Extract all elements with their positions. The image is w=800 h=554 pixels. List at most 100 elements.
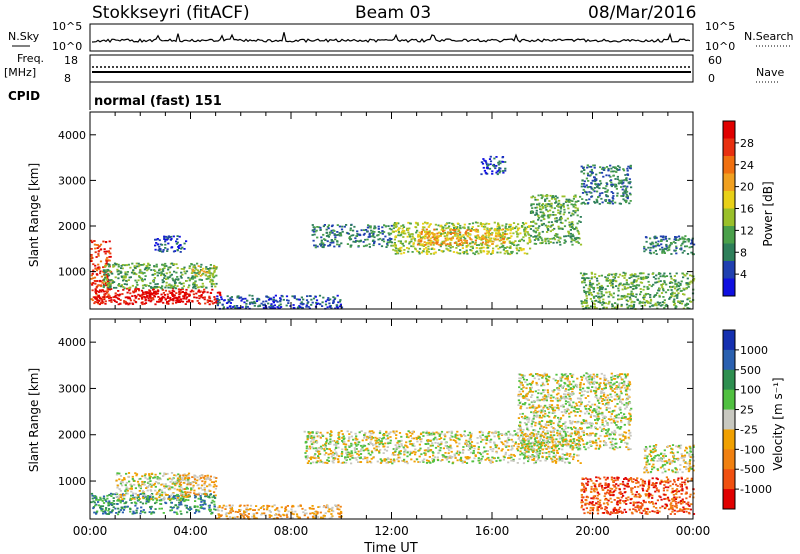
heatmap-cell <box>595 179 598 181</box>
heatmap-cell <box>567 199 570 202</box>
heatmap-cell <box>322 506 325 508</box>
heatmap-cell <box>261 506 264 509</box>
heatmap-cell <box>131 262 134 265</box>
heatmap-cell <box>559 236 562 239</box>
heatmap-cell <box>173 487 176 490</box>
heatmap-cell <box>610 170 613 173</box>
heatmap-cell <box>104 271 107 274</box>
heatmap-cell <box>486 241 489 244</box>
heatmap-cell <box>107 503 110 506</box>
heatmap-cell <box>188 279 191 282</box>
heatmap-cell <box>581 179 584 182</box>
heatmap-cell <box>350 224 353 226</box>
heatmap-cell <box>104 284 107 287</box>
heatmap-cell <box>484 236 487 239</box>
colorbar-tick-label: 12 <box>740 224 754 237</box>
heatmap-cell <box>501 156 504 159</box>
heatmap-cell <box>124 300 127 303</box>
heatmap-cell <box>618 180 621 182</box>
heatmap-cell <box>309 458 313 461</box>
heatmap-cell <box>431 431 435 434</box>
heatmap-cell <box>587 202 590 204</box>
heatmap-cell <box>617 165 620 167</box>
heatmap-cell <box>502 170 505 172</box>
heatmap-cell <box>319 303 322 306</box>
heatmap-cell <box>485 437 488 440</box>
heatmap-cell <box>554 195 557 198</box>
heatmap-cell <box>234 510 237 513</box>
heatmap-cell <box>452 251 455 253</box>
heatmap-cell <box>197 497 200 500</box>
heatmap-cell <box>326 504 329 507</box>
heatmap-cell <box>643 304 647 307</box>
heatmap-cell <box>554 233 558 235</box>
heatmap-cell <box>229 297 232 299</box>
heatmap-cell <box>583 169 586 171</box>
heatmap-cell <box>194 280 197 283</box>
heatmap-cell <box>339 234 342 236</box>
heatmap-cell <box>138 275 141 277</box>
nave-top-tick: 60 <box>708 54 722 67</box>
heatmap-cell <box>161 483 164 486</box>
heatmap-cell <box>575 227 578 230</box>
heatmap-cell <box>279 515 282 518</box>
heatmap-cell <box>115 512 118 514</box>
heatmap-cell <box>536 206 539 209</box>
heatmap-cell <box>668 245 671 248</box>
heatmap-cell <box>310 298 313 301</box>
heatmap-cell <box>317 447 320 450</box>
heatmap-cell <box>630 273 633 276</box>
heatmap-cell <box>630 276 633 279</box>
heatmap-cell <box>107 509 110 512</box>
heatmap-cell <box>130 271 134 274</box>
heatmap-cell <box>141 284 145 287</box>
heatmap-cell <box>164 473 167 475</box>
heatmap-cell <box>493 442 496 445</box>
heatmap-cell <box>106 291 109 294</box>
heatmap-cell <box>330 229 333 232</box>
heatmap-cell <box>184 474 187 477</box>
heatmap-cell <box>589 170 592 173</box>
heatmap-cell <box>367 224 370 227</box>
heatmap-cell <box>179 281 182 284</box>
heatmap-cell <box>450 457 453 460</box>
heatmap-cell <box>362 241 365 243</box>
heatmap-cell <box>693 277 696 280</box>
heatmap-cell <box>313 233 316 236</box>
heatmap-cell <box>170 235 173 238</box>
heatmap-cell <box>338 300 342 303</box>
heatmap-cell <box>558 199 561 202</box>
heatmap-cell <box>453 242 456 244</box>
heatmap-cell <box>546 226 549 229</box>
heatmap-cell <box>386 239 390 241</box>
heatmap-cell <box>161 272 164 275</box>
heatmap-cell <box>159 478 162 481</box>
heatmap-cell <box>185 280 188 282</box>
heatmap-cell <box>592 288 595 290</box>
heatmap-cell <box>176 488 179 491</box>
heatmap-cell <box>148 484 151 487</box>
heatmap-cell <box>530 204 533 207</box>
heatmap-cell <box>663 299 666 302</box>
heatmap-cell <box>600 292 603 295</box>
heatmap-cell <box>422 245 425 247</box>
heatmap-cell <box>510 251 513 253</box>
heatmap-cell <box>180 300 183 303</box>
heatmap-cell <box>493 157 496 160</box>
heatmap-cell <box>417 234 420 236</box>
heatmap-cell <box>133 267 137 269</box>
heatmap-cell <box>596 201 599 204</box>
heatmap-cell <box>409 452 413 454</box>
heatmap-cell <box>147 297 150 299</box>
colorbar-segment <box>723 226 735 244</box>
heatmap-cell <box>150 269 153 271</box>
heatmap-cell <box>336 304 339 307</box>
heatmap-cell <box>252 513 255 515</box>
heatmap-cell <box>446 243 449 245</box>
heatmap-cell <box>393 243 396 246</box>
heatmap-cell <box>580 183 584 185</box>
heatmap-cell <box>324 300 328 303</box>
heatmap-cell <box>193 492 196 495</box>
heatmap-cell <box>415 438 418 440</box>
heatmap-cell <box>681 242 684 245</box>
